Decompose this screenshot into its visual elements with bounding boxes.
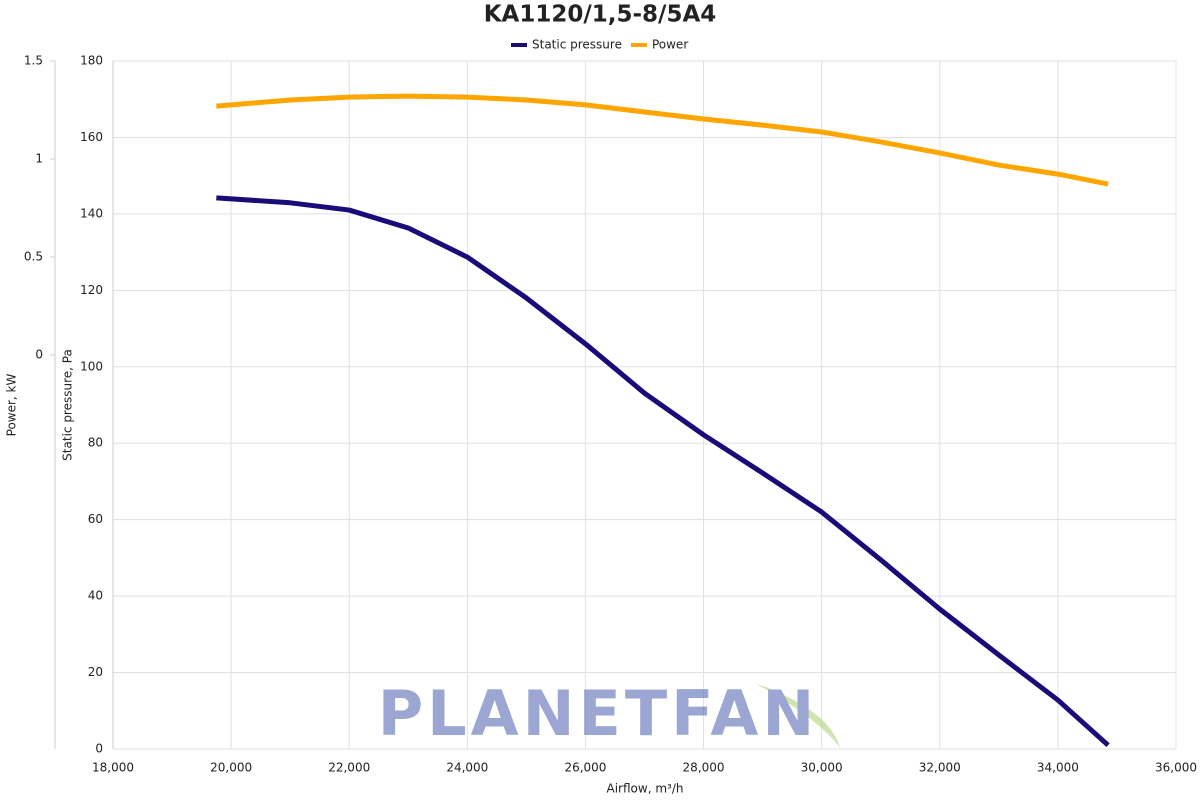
- y-tick-label: 160: [80, 130, 103, 144]
- watermark: PLANETFAN: [378, 677, 840, 750]
- y-axis-label: Static pressure, Pa: [61, 349, 75, 461]
- y-tick-label: 0: [95, 742, 103, 756]
- y-tick-label: 80: [88, 436, 103, 450]
- x-tick-label: 26,000: [564, 761, 606, 775]
- x-axis-label: Airflow, m³/h: [607, 782, 684, 796]
- grid: [112, 60, 1177, 750]
- x-tick-label: 20,000: [210, 761, 252, 775]
- x-tick-label: 22,000: [328, 761, 370, 775]
- y-tick-label: 140: [80, 206, 103, 220]
- legend-label: Static pressure: [532, 38, 622, 52]
- watermark-text: PLANETFAN: [378, 677, 819, 750]
- y-tick-label: 120: [80, 283, 103, 297]
- x-tick-label: 32,000: [919, 761, 961, 775]
- x-tick-label: 36,000: [1155, 761, 1197, 775]
- x-tick-label: 28,000: [683, 761, 725, 775]
- series-line: [216, 195, 1110, 748]
- y-tick-label: 20: [88, 665, 103, 679]
- series-line: [216, 93, 1109, 187]
- y-tick-label: 40: [88, 589, 103, 603]
- y2-tick-label: 0.5: [24, 250, 43, 264]
- y-tick-label: 60: [88, 512, 103, 526]
- y2-tick-label: 1: [35, 152, 43, 166]
- x-tick-label: 30,000: [801, 761, 843, 775]
- chart-title: KA1120/1,5-8/5A4: [484, 2, 717, 28]
- x-tick-label: 24,000: [446, 761, 488, 775]
- x-tick-label: 18,000: [92, 761, 134, 775]
- legend-label: Power: [652, 38, 688, 52]
- y2-tick-label: 0: [35, 348, 43, 362]
- y-tick-label: 100: [80, 359, 103, 373]
- y2-axis-label: Power, kW: [5, 374, 19, 437]
- y2-tick-label: 1.5: [24, 54, 43, 68]
- x-tick-label: 34,000: [1037, 761, 1079, 775]
- y-tick-label: 180: [80, 54, 103, 68]
